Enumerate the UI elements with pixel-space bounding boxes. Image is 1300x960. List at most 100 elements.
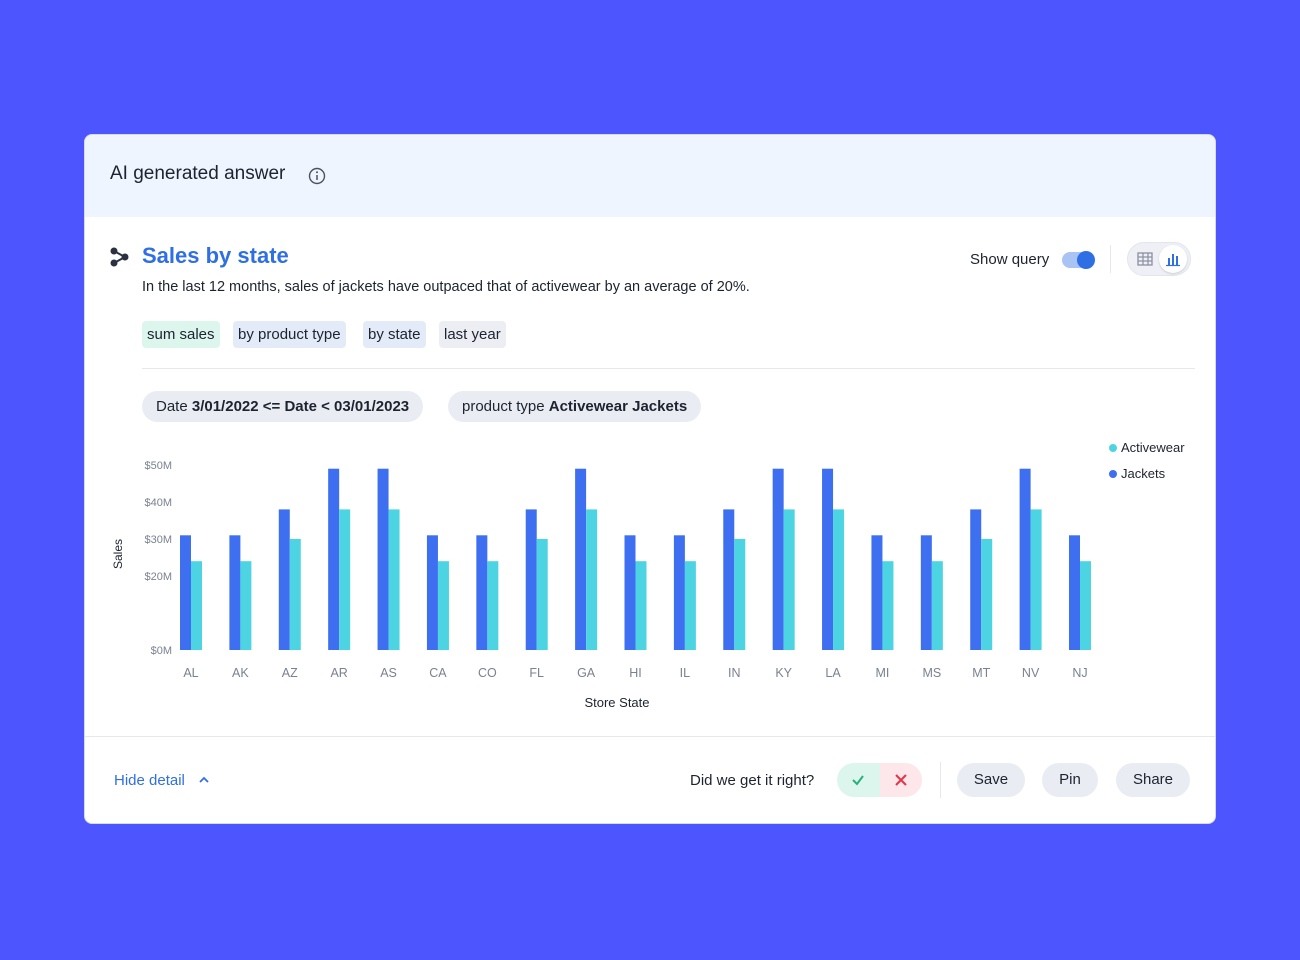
bar-activewear[interactable] [240,561,252,650]
x-tick-label: FL [529,666,544,680]
bar-activewear[interactable] [586,509,598,650]
filter-chip-product-type[interactable]: product type Activewear Jackets [448,391,702,422]
bar-jackets[interactable] [723,509,735,650]
bar-activewear[interactable] [1030,509,1042,650]
x-tick-label: LA [825,666,841,680]
token-by-state[interactable]: by state [363,321,426,348]
show-query-toggle[interactable] [1062,251,1095,269]
divider [142,368,1195,369]
bar-jackets[interactable] [180,535,191,650]
bar-jackets[interactable] [673,535,685,650]
token-sum-sales[interactable]: sum sales [142,321,220,348]
bar-jackets[interactable] [1069,535,1080,650]
bar-jackets[interactable] [970,509,982,650]
bar-activewear[interactable] [388,509,400,650]
x-tick-label: KY [775,666,792,680]
x-tick-label: AR [330,666,347,680]
bar-jackets[interactable] [278,509,290,650]
x-tick-label: IN [728,666,741,680]
toggle-knob [1077,251,1095,269]
bar-activewear[interactable] [635,561,647,650]
hide-detail-link[interactable]: Hide detail [114,772,185,789]
viz-summary: In the last 12 months, sales of jackets … [142,279,750,295]
token-by-product-type[interactable]: by product type [233,321,346,348]
y-tick-label: $30M [144,534,172,546]
bar-activewear[interactable] [1080,561,1091,650]
bar-jackets[interactable] [328,468,340,650]
pin-button[interactable]: Pin [1042,763,1098,797]
y-tick-label: $50M [144,460,172,472]
bar-jackets[interactable] [920,535,932,650]
bar-jackets[interactable] [377,468,389,650]
filter-value: 3/01/2022 <= Date < 03/01/2023 [191,398,410,415]
filter-label: Date [156,398,188,415]
legend-label[interactable]: Jackets [1121,466,1166,481]
x-tick-label: AK [232,666,249,680]
y-tick-label: $0M [151,645,172,657]
x-tick-label: AS [380,666,397,680]
view-chart-button[interactable] [1159,245,1187,273]
x-tick-label: NV [1022,666,1040,680]
view-table-button[interactable] [1131,245,1159,273]
x-tick-label: MI [875,666,889,680]
bar-activewear[interactable] [783,509,795,650]
ai-answer-card: AI generated answer Sales by state In th… [84,134,1216,824]
bar-activewear[interactable] [487,561,499,650]
bar-activewear[interactable] [734,539,746,650]
bar-jackets[interactable] [772,468,784,650]
bar-jackets[interactable] [525,509,537,650]
bar-activewear[interactable] [536,539,548,650]
share-button[interactable]: Share [1116,763,1190,797]
card-title: AI generated answer [110,163,286,184]
bar-jackets[interactable] [871,535,883,650]
divider [85,736,1215,737]
x-tick-label: AZ [282,666,298,680]
divider [940,762,941,798]
table-icon [1137,252,1153,266]
save-button[interactable]: Save [957,763,1025,797]
bar-activewear[interactable] [289,539,301,650]
bar-jackets[interactable] [1019,468,1031,650]
close-icon [895,774,907,786]
x-tick-label: AL [183,666,198,680]
bar-jackets[interactable] [476,535,488,650]
divider [1110,245,1111,273]
legend-label[interactable]: Activewear [1121,440,1185,455]
legend-swatch [1109,444,1117,452]
thumbs-no-button[interactable] [880,763,922,797]
legend-swatch [1109,470,1117,478]
x-tick-label: GA [577,666,596,680]
bar-jackets[interactable] [575,468,587,650]
y-tick-label: $40M [144,497,172,509]
thumbs-yes-button[interactable] [837,763,880,797]
bar-activewear[interactable] [339,509,351,650]
show-query-label: Show query [970,251,1050,268]
chevron-up-icon[interactable] [198,774,210,786]
bar-activewear[interactable] [191,561,202,650]
bar-activewear[interactable] [931,561,943,650]
bar-activewear[interactable] [833,509,845,650]
bar-activewear[interactable] [437,561,449,650]
bar-activewear[interactable] [684,561,696,650]
bar-jackets[interactable] [624,535,636,650]
view-switch [1127,242,1191,276]
x-axis-label: Store State [584,695,649,710]
bar-jackets[interactable] [229,535,241,650]
graph-nodes-icon [110,247,129,267]
info-circle-icon[interactable] [308,167,326,185]
token-last-year[interactable]: last year [439,321,506,348]
bar-jackets[interactable] [426,535,438,650]
x-tick-label: CO [478,666,497,680]
bar-activewear[interactable] [882,561,894,650]
x-tick-label: IL [680,666,690,680]
x-tick-label: NJ [1072,666,1087,680]
x-tick-label: HI [629,666,642,680]
x-tick-label: CA [429,666,447,680]
feedback-question: Did we get it right? [690,772,815,789]
filter-chip-date[interactable]: Date 3/01/2022 <= Date < 03/01/2023 [142,391,424,422]
check-icon [852,775,864,786]
bar-jackets[interactable] [822,468,834,650]
y-axis-label: Sales [111,539,125,569]
bar-activewear[interactable] [981,539,993,650]
x-tick-label: MS [922,666,941,680]
